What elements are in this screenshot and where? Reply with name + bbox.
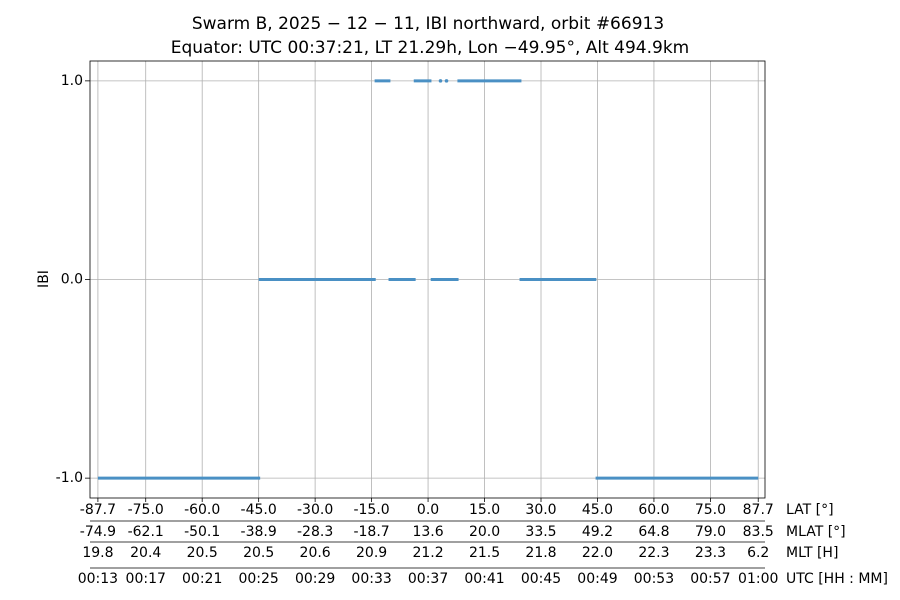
x-tick-label: -75.0 <box>128 502 164 518</box>
row-tick-label: 21.8 <box>525 545 556 561</box>
row-tick-label: 00:13 <box>78 571 118 587</box>
x-tick-label: 30.0 <box>525 502 556 518</box>
x-tick-label: -87.7 <box>80 502 116 518</box>
x-tick-label: 15.0 <box>469 502 500 518</box>
row-tick-label: 00:41 <box>464 571 504 587</box>
x-tick-label: 87.7 <box>743 502 774 518</box>
x-tick-label: 45.0 <box>582 502 613 518</box>
row-tick-label: 49.2 <box>582 524 613 540</box>
row-tick-label: -62.1 <box>128 524 164 540</box>
row-tick-label: -38.9 <box>241 524 277 540</box>
data-point <box>438 79 443 83</box>
row-tick-label: 23.3 <box>695 545 726 561</box>
row-tick-label: -74.9 <box>80 524 116 540</box>
row-tick-label: 21.5 <box>469 545 500 561</box>
y-axis-label: IBI <box>36 270 52 288</box>
chart-subtitle: Equator: UTC 00:37:21, LT 21.29h, Lon −4… <box>171 38 690 58</box>
row-tick-label: -28.3 <box>297 524 333 540</box>
x-tick-label: 75.0 <box>695 502 726 518</box>
y-tick-label: -1.0 <box>56 470 83 486</box>
x-tick-label: -45.0 <box>241 502 277 518</box>
row-tick-label: 83.5 <box>743 524 774 540</box>
row-tick-label: 00:57 <box>690 571 730 587</box>
x-axis-label: LAT [°] <box>786 502 834 518</box>
chart-title: Swarm B, 2025 − 12 − 11, IBI northward, … <box>192 14 664 34</box>
row-tick-label: 00:21 <box>182 571 222 587</box>
row-tick-label: 64.8 <box>638 524 669 540</box>
row-tick-label: 22.3 <box>638 545 669 561</box>
row-tick-label: 21.2 <box>412 545 443 561</box>
row-tick-label: 79.0 <box>695 524 726 540</box>
x-tick-label: 0.0 <box>417 502 439 518</box>
row-tick-label: 6.2 <box>747 545 769 561</box>
row-tick-label: 20.6 <box>300 545 331 561</box>
row-tick-label: 00:53 <box>634 571 674 587</box>
y-tick-label: 1.0 <box>61 73 83 89</box>
row-tick-label: 20.0 <box>469 524 500 540</box>
x-tick-label: -30.0 <box>297 502 333 518</box>
row-tick-label: 20.4 <box>130 545 161 561</box>
row-tick-label: -18.7 <box>353 524 389 540</box>
row-tick-label: 20.5 <box>187 545 218 561</box>
row-tick-label: 33.5 <box>525 524 556 540</box>
row-label: UTC [HH : MM] <box>786 571 888 587</box>
row-label: MLAT [°] <box>786 524 846 540</box>
row-tick-label: 00:17 <box>126 571 166 587</box>
row-tick-label: 20.5 <box>243 545 274 561</box>
row-label: MLT [H] <box>786 545 838 561</box>
row-tick-label: 01:00 <box>738 571 778 587</box>
x-tick-label: 60.0 <box>638 502 669 518</box>
y-tick-label: 0.0 <box>61 272 83 288</box>
row-tick-label: 20.9 <box>356 545 387 561</box>
row-tick-label: 00:37 <box>408 571 448 587</box>
row-tick-label: 13.6 <box>412 524 443 540</box>
row-tick-label: 00:33 <box>351 571 391 587</box>
row-tick-label: 00:25 <box>238 571 278 587</box>
row-tick-label: 00:49 <box>577 571 617 587</box>
plot-frame <box>89 60 766 499</box>
row-tick-label: 00:29 <box>295 571 335 587</box>
row-tick-label: -50.1 <box>184 524 220 540</box>
data-point <box>444 79 449 83</box>
row-tick-label: 22.0 <box>582 545 613 561</box>
row-tick-label: 19.8 <box>82 545 113 561</box>
row-tick-label: 00:45 <box>521 571 561 587</box>
x-tick-label: -60.0 <box>184 502 220 518</box>
x-tick-label: -15.0 <box>353 502 389 518</box>
